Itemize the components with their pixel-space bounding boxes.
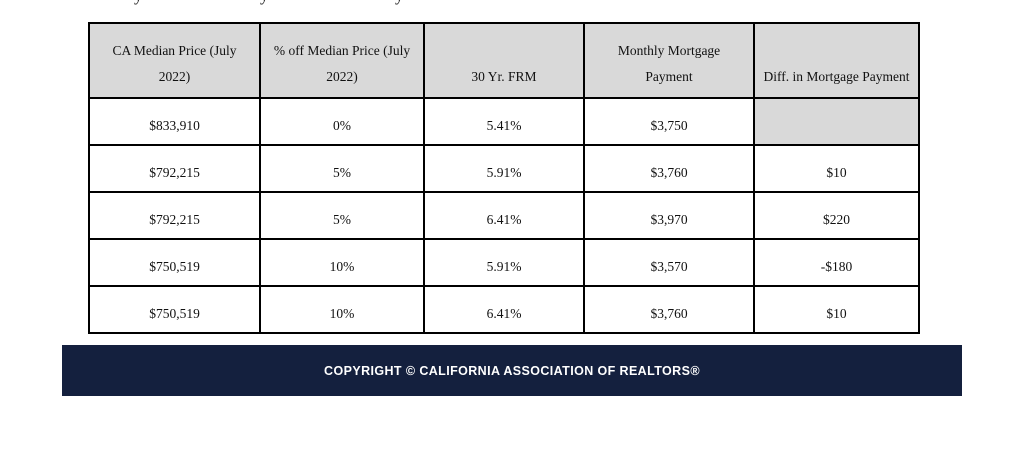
cell-monthly-payment: $3,760 [583,144,755,193]
cell-median-price: $833,910 [88,97,261,146]
column-header-diff-in-mortgage-payment: Diff. in Mortgage Payment [753,22,920,99]
column-header-monthly-mortgage-payment: Monthly Mortgage Payment [583,22,755,99]
cell-pct-off: 5% [259,144,425,193]
cell-pct-off: 0% [259,97,425,146]
table-row: $792,215 5% 5.91% $3,760 $10 [88,144,920,193]
cell-pct-off: 5% [259,191,425,240]
cell-diff-payment: -$180 [753,238,920,287]
cell-monthly-payment: $3,970 [583,191,755,240]
column-header-30yr-frm: 30 Yr. FRM [423,22,585,99]
copyright-bar: COPYRIGHT © CALIFORNIA ASSOCIATION OF RE… [62,345,962,396]
cell-median-price: $750,519 [88,238,261,287]
cell-frm-rate: 6.41% [423,285,585,334]
cell-diff-payment: $10 [753,285,920,334]
cell-median-price: $792,215 [88,144,261,193]
cell-frm-rate: 5.91% [423,144,585,193]
title-descender-fragment: y [260,0,269,4]
cell-diff-payment-shaded [753,97,920,146]
cell-monthly-payment: $3,750 [583,97,755,146]
cell-pct-off: 10% [259,285,425,334]
cell-median-price: $792,215 [88,191,261,240]
mortgage-payment-table: CA Median Price (July 2022) % off Median… [88,22,920,334]
table-row: $750,519 10% 5.91% $3,570 -$180 [88,238,920,287]
table-row: $750,519 10% 6.41% $3,760 $10 [88,285,920,334]
cell-frm-rate: 6.41% [423,191,585,240]
cell-monthly-payment: $3,760 [583,285,755,334]
table-row: $833,910 0% 5.41% $3,750 [88,97,920,146]
cell-median-price: $750,519 [88,285,261,334]
cell-diff-payment: $220 [753,191,920,240]
cell-pct-off: 10% [259,238,425,287]
copyright-text: COPYRIGHT © CALIFORNIA ASSOCIATION OF RE… [324,363,700,378]
column-header-pct-off-median-price: % off Median Price (July 2022) [259,22,425,99]
title-descender-fragment: y [134,0,143,4]
table-header-row: CA Median Price (July 2022) % off Median… [88,22,920,99]
clipped-title-fragments: y y y [0,0,1024,6]
title-descender-fragment: y [395,0,404,4]
cell-frm-rate: 5.41% [423,97,585,146]
cell-monthly-payment: $3,570 [583,238,755,287]
column-header-ca-median-price: CA Median Price (July 2022) [88,22,261,99]
table-row: $792,215 5% 6.41% $3,970 $220 [88,191,920,240]
cell-frm-rate: 5.91% [423,238,585,287]
cell-diff-payment: $10 [753,144,920,193]
